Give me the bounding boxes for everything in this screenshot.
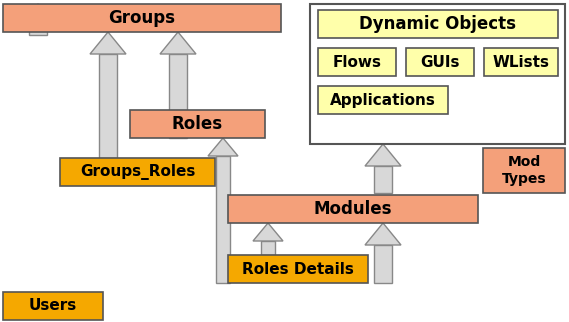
Text: Flows: Flows: [332, 54, 381, 70]
Bar: [169, 54, 187, 138]
FancyBboxPatch shape: [318, 10, 558, 38]
Polygon shape: [90, 32, 126, 54]
FancyBboxPatch shape: [483, 148, 565, 193]
Polygon shape: [253, 223, 283, 241]
FancyBboxPatch shape: [484, 48, 558, 76]
Bar: [29, 26, 47, 35]
Polygon shape: [20, 4, 56, 26]
Text: Dynamic Objects: Dynamic Objects: [360, 15, 517, 33]
FancyBboxPatch shape: [3, 4, 281, 32]
Bar: [261, 241, 275, 255]
Text: Roles Details: Roles Details: [242, 261, 354, 277]
FancyBboxPatch shape: [318, 48, 396, 76]
Polygon shape: [208, 138, 238, 156]
Text: Modules: Modules: [314, 200, 392, 218]
Text: Groups_Roles: Groups_Roles: [80, 164, 195, 180]
FancyBboxPatch shape: [130, 110, 265, 138]
Bar: [216, 156, 230, 283]
FancyBboxPatch shape: [310, 4, 565, 144]
Polygon shape: [160, 32, 196, 54]
Text: Roles: Roles: [172, 115, 223, 133]
FancyBboxPatch shape: [228, 255, 368, 283]
FancyBboxPatch shape: [318, 86, 448, 114]
Bar: [99, 54, 117, 158]
FancyBboxPatch shape: [406, 48, 474, 76]
Text: Applications: Applications: [330, 92, 436, 108]
FancyBboxPatch shape: [3, 292, 103, 320]
Text: GUIs: GUIs: [420, 54, 460, 70]
Polygon shape: [365, 223, 401, 245]
FancyBboxPatch shape: [228, 195, 478, 223]
FancyBboxPatch shape: [60, 158, 215, 186]
Text: Users: Users: [29, 298, 77, 314]
Text: WLists: WLists: [493, 54, 550, 70]
Text: Groups: Groups: [109, 9, 175, 27]
Polygon shape: [365, 144, 401, 166]
Bar: [374, 245, 392, 283]
Bar: [374, 166, 392, 193]
Text: Mod
Types: Mod Types: [502, 156, 546, 185]
